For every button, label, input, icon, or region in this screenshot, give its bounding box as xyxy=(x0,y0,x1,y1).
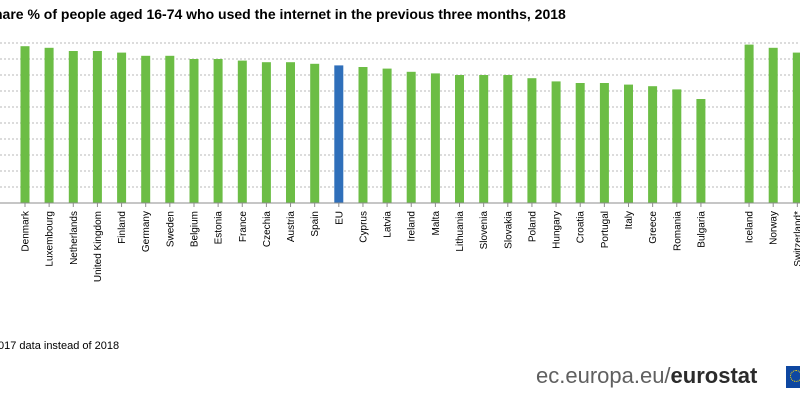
bar-iceland[interactable] xyxy=(744,44,754,203)
bar-romania[interactable] xyxy=(672,89,682,203)
x-tick-label: Poland xyxy=(527,211,538,242)
x-tick-label: Portugal xyxy=(600,211,611,248)
x-tick-label: Netherlands xyxy=(69,211,80,265)
bar-france[interactable] xyxy=(237,60,247,203)
x-tick-label: Iceland xyxy=(745,211,756,243)
bar-italy[interactable] xyxy=(624,84,633,203)
bar-denmark[interactable] xyxy=(20,46,30,204)
bar-cyprus[interactable] xyxy=(358,67,368,203)
bar-estonia[interactable] xyxy=(213,59,223,203)
x-tick-label: Ireland xyxy=(407,211,418,242)
x-tick-label: Spain xyxy=(310,211,321,237)
bar-switzerland[interactable] xyxy=(792,52,800,203)
bar-netherlands[interactable] xyxy=(68,51,78,203)
bar-latvia[interactable] xyxy=(382,68,392,203)
bar-hungary[interactable] xyxy=(551,81,561,203)
bar-sweden[interactable] xyxy=(165,55,175,203)
bar-malta[interactable] xyxy=(430,73,440,204)
x-tick-label: Norway xyxy=(769,211,780,245)
x-tick-label: United Kingdom xyxy=(93,211,104,282)
bar-austria[interactable] xyxy=(286,62,295,204)
bar-croatia[interactable] xyxy=(575,83,585,203)
x-tick-label: Luxembourg xyxy=(45,211,56,267)
x-tick-label: Greece xyxy=(648,211,659,244)
bar-ireland[interactable] xyxy=(406,71,416,203)
bar-czechia[interactable] xyxy=(261,62,271,204)
x-tick-label: Czechia xyxy=(262,211,273,248)
x-tick-label: Belgium xyxy=(190,211,201,247)
x-tick-label: Slovenia xyxy=(479,211,490,250)
x-tick-label: Slovakia xyxy=(503,211,514,249)
x-tick-label: Lithuania xyxy=(455,211,466,252)
chart-title: hare % of people aged 16-74 who used the… xyxy=(0,6,566,22)
x-tick-labels: Denmark Luxembourg Netherlands United Kingd… xyxy=(21,210,800,282)
bars xyxy=(20,44,800,204)
bar-norway[interactable] xyxy=(768,47,778,203)
bar-belgium[interactable] xyxy=(189,59,199,203)
bar-poland[interactable] xyxy=(527,78,537,203)
bar-slovakia[interactable] xyxy=(503,75,513,203)
x-tick-label: Croatia xyxy=(576,211,587,244)
x-tick-label: Cyprus xyxy=(359,211,370,243)
bar-greece[interactable] xyxy=(648,86,658,203)
x-tick-label: Sweden xyxy=(165,211,176,247)
bar-germany[interactable] xyxy=(141,55,151,203)
x-axis xyxy=(0,202,800,207)
x-tick-label: Estonia xyxy=(214,211,225,245)
x-tick-label: Latvia xyxy=(383,211,394,238)
x-tick-label: Finland xyxy=(117,211,128,244)
x-tick-label: Italy xyxy=(624,211,635,229)
x-tick-label: Germany xyxy=(141,211,152,252)
bar-spain[interactable] xyxy=(310,63,320,203)
footnote: 017 data instead of 2018 xyxy=(0,340,120,352)
x-tick-label: Denmark xyxy=(21,210,32,252)
x-tick-label: Switzerland* xyxy=(793,211,800,267)
bar-slovenia[interactable] xyxy=(479,75,489,203)
bar-lithuania[interactable] xyxy=(455,75,464,203)
eu-flag-icon xyxy=(786,366,800,388)
x-tick-label: Malta xyxy=(431,211,442,236)
x-tick-label: Hungary xyxy=(552,211,563,249)
bar-portugal[interactable] xyxy=(599,83,609,203)
x-tick-label: Bulgaria xyxy=(696,211,707,248)
source-credit[interactable]: ec.europa.eu/eurostat xyxy=(536,363,757,389)
x-tick-label: EU xyxy=(334,211,345,225)
bar-finland[interactable] xyxy=(117,52,127,203)
source-domain: ec.europa.eu/ xyxy=(536,363,671,388)
bar-united-kingdom[interactable] xyxy=(92,51,102,203)
bar-luxembourg[interactable] xyxy=(44,47,54,203)
x-tick-label: France xyxy=(238,211,249,243)
bar-bulgaria[interactable] xyxy=(696,99,706,203)
bar-eu[interactable] xyxy=(334,65,344,204)
x-tick-label: Austria xyxy=(286,211,297,243)
eurostat-brand: eurostat xyxy=(670,363,758,388)
gridlines xyxy=(0,42,800,188)
x-tick-label: Romania xyxy=(672,211,683,251)
